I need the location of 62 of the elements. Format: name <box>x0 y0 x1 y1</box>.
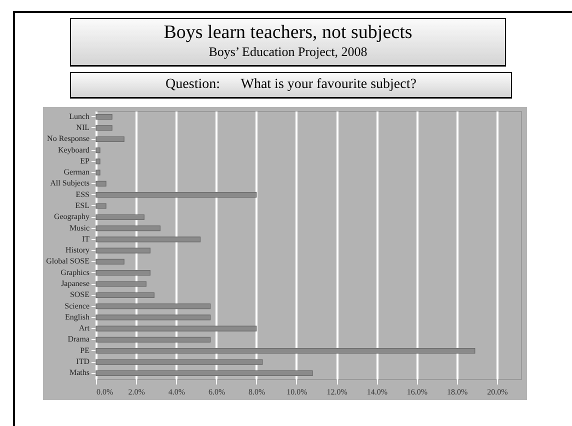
y-tick-label: German <box>64 168 90 177</box>
bar <box>96 370 313 376</box>
x-tick-label: 0.0% <box>96 388 114 396</box>
bar <box>96 225 160 232</box>
y-tick-label: Art <box>78 324 90 333</box>
bar <box>96 348 476 354</box>
y-tick-label: ESL <box>75 201 90 210</box>
chart-title: Boys learn teachers, not subjects <box>162 22 414 44</box>
bar <box>96 114 112 120</box>
y-tick-label: EP <box>80 156 90 166</box>
bar <box>96 125 112 131</box>
y-tick-label: Keyboard <box>58 145 90 154</box>
bar <box>96 136 124 142</box>
x-tick-label: 12.0% <box>326 388 348 396</box>
chart-subtitle: Boys’ Education Project, 2008 <box>208 44 368 59</box>
bar <box>96 336 211 343</box>
bar <box>96 236 201 242</box>
bar <box>96 214 144 220</box>
y-tick-label: ESS <box>76 190 90 199</box>
y-tick-label: Science <box>64 301 90 310</box>
y-tick-label: Geography <box>54 212 90 222</box>
x-tick-label: 20.0% <box>487 388 508 396</box>
y-tick-label: Global SOSE <box>46 256 90 266</box>
y-tick-label: Maths <box>70 368 90 378</box>
y-tick-label: ITD <box>76 357 90 366</box>
text: Question: What is your favourite subject? <box>71 73 511 97</box>
x-tick-label: 2.0% <box>128 388 146 396</box>
y-tick-label: IT <box>82 234 90 244</box>
y-tick-label: Japanese <box>61 279 90 288</box>
bar <box>96 158 100 164</box>
bar <box>96 192 257 198</box>
y-tick-label: Graphics <box>60 268 90 277</box>
y-tick-label: Drama <box>68 334 90 344</box>
x-tick-label: 4.0% <box>168 388 186 396</box>
y-tick-label: Lunch <box>69 112 90 121</box>
bar <box>96 248 150 254</box>
y-tick-label: SOSE <box>70 290 90 300</box>
bar <box>96 258 124 265</box>
bar <box>96 203 106 209</box>
x-tick-label: 14.0% <box>366 388 388 396</box>
y-tick-label: All Subjects <box>50 178 90 188</box>
bar <box>96 292 154 298</box>
y-tick-label: Music <box>70 223 90 232</box>
bar <box>96 270 150 276</box>
bar <box>96 359 263 365</box>
y-tick-label: History <box>66 246 90 255</box>
bar <box>96 303 211 310</box>
y-tick-label: English <box>65 312 90 322</box>
x-tick-label: 8.0% <box>248 388 266 396</box>
y-tick-label: PE <box>80 346 90 355</box>
x-tick-label: 18.0% <box>447 388 468 396</box>
bar <box>96 314 211 320</box>
y-tick-label: NIL <box>76 122 90 132</box>
bar <box>96 281 146 287</box>
y-tick-label: No Response <box>47 134 90 144</box>
x-tick-label: 6.0% <box>208 388 226 396</box>
bar <box>96 180 106 187</box>
x-tick-label: 10.0% <box>286 388 308 396</box>
bar <box>96 147 100 154</box>
bar <box>96 326 257 332</box>
bar <box>96 170 100 176</box>
x-tick-label: 16.0% <box>406 388 428 396</box>
